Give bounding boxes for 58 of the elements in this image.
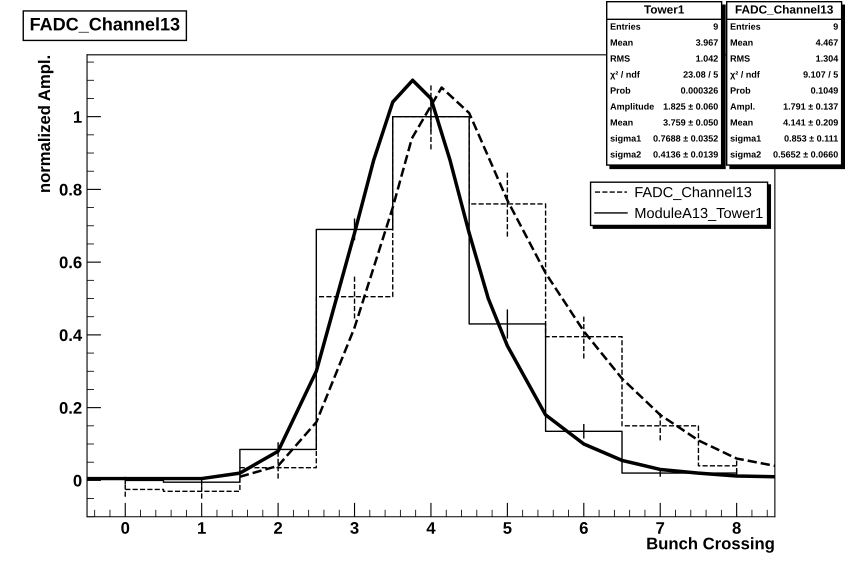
y-tick-label: 0.8 xyxy=(60,184,82,196)
annotation: χ² / ndf xyxy=(610,71,640,80)
annotation: 23.08 / 5 xyxy=(683,71,718,78)
x-tick-label: 5 xyxy=(503,522,512,534)
text: Mean xyxy=(610,39,633,46)
annotation: Prob xyxy=(610,87,630,94)
text: Tower1 xyxy=(644,5,684,14)
x-tick-label: 6 xyxy=(580,522,588,534)
annotation: 0.5652 ± 0.0660 xyxy=(773,151,838,158)
annotation: sigma2 xyxy=(610,150,641,160)
annotation: RMS xyxy=(610,55,630,62)
y-tick-label: 0.4 xyxy=(60,329,82,342)
annotation: Ampl. xyxy=(730,103,755,112)
annotation: sigma1 xyxy=(610,134,641,144)
text: 0.853 ± 0.111 xyxy=(784,135,838,142)
chart-title: FADC_Channel13 xyxy=(30,17,180,33)
annotation: Mean xyxy=(730,119,753,126)
annotation: sigma2 xyxy=(730,150,761,160)
x-tick-label: 7 xyxy=(656,522,664,534)
text: 4.141 ± 0.209 xyxy=(783,119,838,126)
annotation: 1.042 xyxy=(696,55,718,62)
y-tick-label: 0 xyxy=(74,474,82,487)
annotation: Mean xyxy=(610,119,633,126)
text: 0.1049 xyxy=(810,87,838,94)
x-axis-title: Bunch Crossing xyxy=(647,537,774,553)
annotation: 1.825 ± 0.060 xyxy=(664,103,718,110)
annotation: 0.7688 ± 0.0352 xyxy=(653,135,718,142)
x-tick-label: 4 xyxy=(426,522,436,534)
x-tick-label: 0 xyxy=(121,522,130,534)
text: 3.967 xyxy=(696,39,718,46)
y-tick-label: 1 xyxy=(74,111,82,123)
annotation: 0.000326 xyxy=(680,87,718,94)
annotation: sigma1 xyxy=(730,134,761,144)
x-tick-label: 2 xyxy=(274,522,282,534)
annotation: 3.759 ± 0.050 xyxy=(663,119,718,126)
x-tick-label: 3 xyxy=(350,522,359,534)
text: 9.107 / 5 xyxy=(803,71,838,78)
annotation: RMS xyxy=(730,55,750,62)
text: 9 xyxy=(834,23,838,30)
text: Entries xyxy=(730,23,760,30)
text: 9 xyxy=(714,23,718,30)
annotation: Prob xyxy=(730,87,750,94)
annotation: 0.4136 ± 0.0139 xyxy=(653,151,718,158)
text: FADC_Channel13 xyxy=(736,5,833,15)
text: Mean xyxy=(730,39,753,46)
y-tick-label: 0.6 xyxy=(60,256,82,268)
x-tick-label: 8 xyxy=(732,522,741,534)
text: 1.791 ± 0.137 xyxy=(784,103,838,110)
legend-label: FADC_Channel13 xyxy=(636,186,752,200)
text: Entries xyxy=(610,23,640,30)
text: 1.304 xyxy=(816,55,838,62)
annotation: Amplitude xyxy=(610,103,654,112)
x-tick-label: 1 xyxy=(198,522,206,534)
y-tick-label: 0.2 xyxy=(60,402,82,414)
annotation: χ² / ndf xyxy=(730,71,760,80)
legend-label: ModuleA13_Tower1 xyxy=(636,207,762,221)
text: 4.467 xyxy=(816,39,838,46)
y-axis-title: normalized Ampl. xyxy=(38,56,54,192)
